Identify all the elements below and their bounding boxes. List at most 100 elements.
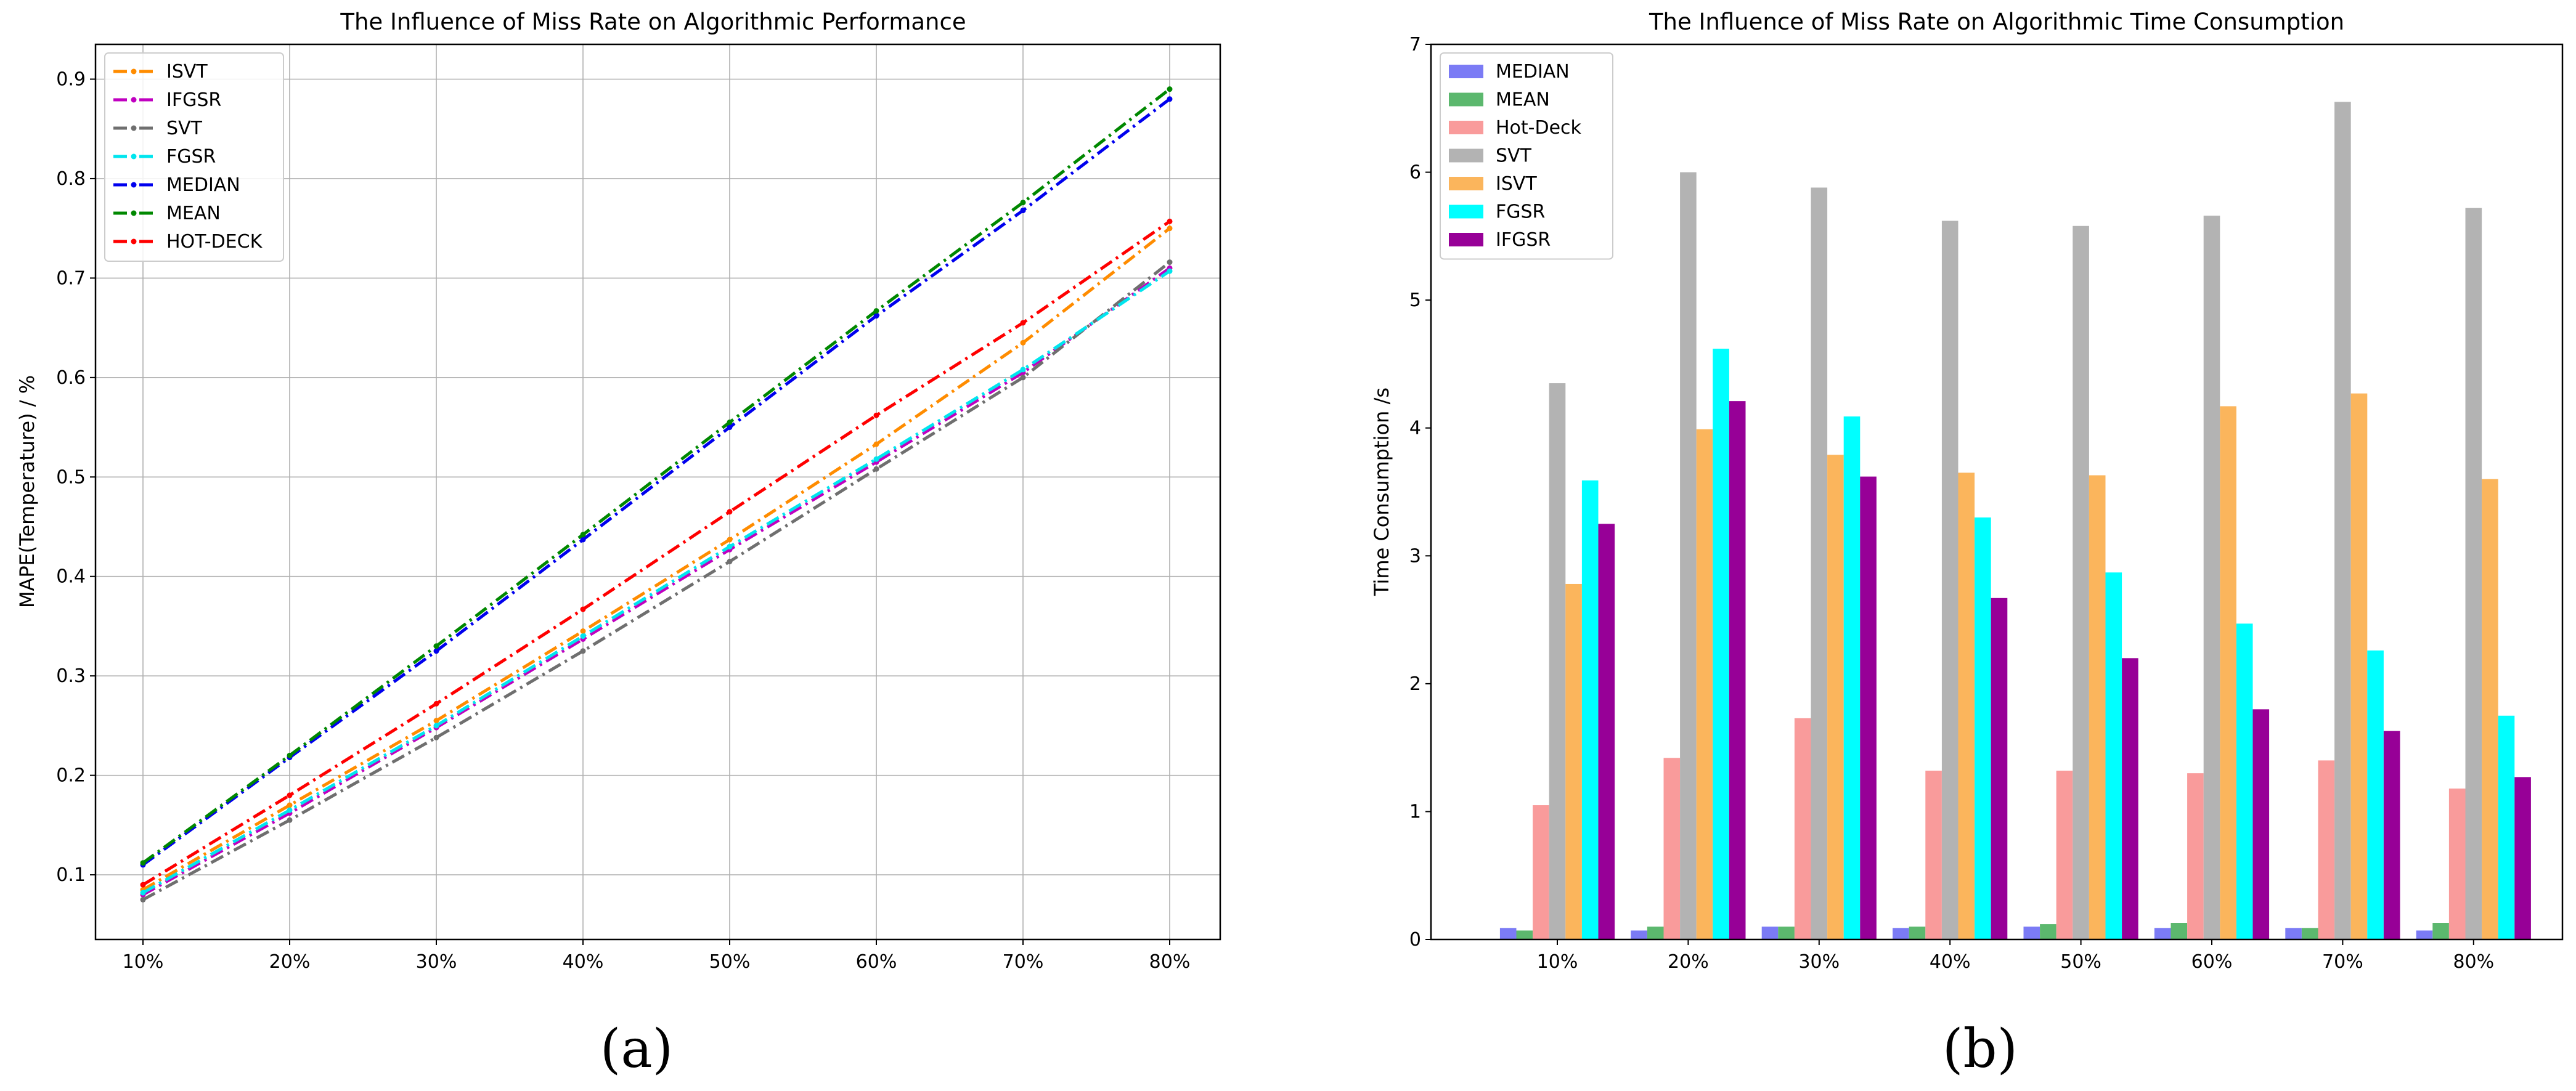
- bar-mean: [2301, 928, 2318, 939]
- x-tick-label: 30%: [1798, 951, 1840, 973]
- bar-isvt: [1696, 429, 1713, 939]
- data-point: [433, 700, 439, 707]
- legend-label: ISVT: [166, 61, 208, 83]
- series-svt: [1549, 102, 2482, 940]
- bar-fgsr: [2105, 572, 2122, 939]
- y-tick-label: 0.3: [56, 665, 86, 687]
- bar-ifgsr: [2252, 709, 2270, 939]
- data-point: [1167, 86, 1173, 92]
- bar-median: [1893, 928, 1909, 939]
- data-point: [727, 424, 733, 431]
- y-tick-label: 0.6: [56, 367, 86, 389]
- x-tick-label: 10%: [123, 951, 164, 973]
- legend-label: SVT: [1496, 145, 1532, 167]
- series-line-svt: [142, 261, 1171, 901]
- bar-svt: [2465, 208, 2482, 940]
- y-tick-label: 0.5: [56, 466, 86, 488]
- data-point: [433, 734, 439, 740]
- legend-marker: [131, 97, 137, 103]
- bar-fgsr: [2367, 650, 2384, 939]
- bar-ifgsr: [1860, 476, 1877, 939]
- legend-label: MEAN: [166, 203, 221, 224]
- bar-chart-y-axis: 0 1 2 3 4 5 6 7: [1409, 34, 1431, 951]
- bar-median: [2023, 927, 2040, 939]
- legend-marker: [131, 153, 137, 160]
- legend-label: SVT: [166, 118, 203, 139]
- bar-isvt: [1827, 455, 1844, 939]
- legend-swatch: [1449, 92, 1483, 107]
- x-tick-label: 80%: [2453, 951, 2494, 973]
- bar-mean: [2432, 923, 2449, 939]
- bar-median: [1761, 927, 1779, 939]
- y-tick-label: 0.8: [56, 168, 86, 190]
- data-point: [433, 643, 439, 649]
- line-chart-legend: ISVT IFGSR SVT FGSR MEDIAN MEAN HOT-DECK: [104, 52, 284, 262]
- data-point: [873, 313, 879, 319]
- legend-marker: [131, 238, 137, 245]
- y-tick-label: 6: [1409, 162, 1421, 184]
- series-fgsr: [140, 268, 1173, 896]
- data-point: [873, 441, 879, 447]
- legend-item-svt: SVT: [1449, 145, 1532, 167]
- bar-median: [2416, 930, 2433, 939]
- data-point: [873, 466, 879, 472]
- bar-fgsr: [1843, 416, 1861, 939]
- bar-mean: [2040, 924, 2056, 939]
- legend-item-hot-deck: Hot-Deck: [1449, 117, 1582, 139]
- x-tick-label: 60%: [856, 951, 897, 973]
- bar-isvt: [2220, 406, 2236, 939]
- legend-box: [104, 52, 284, 262]
- panel-label-a: (a): [600, 1018, 673, 1080]
- legend-item-median: MEDIAN: [113, 174, 240, 196]
- legend-label: FGSR: [166, 146, 216, 168]
- series-svt: [140, 259, 1173, 902]
- series-mean: [1516, 923, 2449, 939]
- data-point: [1020, 375, 1026, 381]
- line-chart-grid: [96, 44, 1220, 939]
- legend-label: IFGSR: [166, 89, 221, 111]
- series-median: [1499, 927, 2433, 939]
- bar-hot-deck: [2056, 771, 2073, 939]
- legend-marker: [131, 68, 137, 75]
- data-point: [287, 752, 293, 758]
- y-tick-label: 5: [1409, 290, 1421, 311]
- data-point: [287, 817, 293, 823]
- bar-isvt: [1565, 583, 1582, 939]
- data-point: [1020, 200, 1026, 206]
- legend-label: ISVT: [1496, 173, 1537, 195]
- legend-item-mean: MEAN: [1449, 89, 1550, 111]
- bar-median: [2154, 928, 2171, 939]
- data-point: [580, 532, 586, 538]
- series-ifgsr: [1598, 401, 2531, 939]
- y-tick-label: 4: [1409, 418, 1421, 439]
- x-tick-label: 80%: [1149, 951, 1191, 973]
- data-point: [873, 412, 879, 418]
- series-line-fgsr: [142, 270, 1171, 894]
- bar-median: [1631, 930, 1647, 939]
- y-tick-label: 0: [1409, 929, 1421, 951]
- data-point: [580, 537, 586, 543]
- bar-chart-title: The Influence of Miss Rate on Algorithmi…: [1649, 9, 2344, 35]
- bar-svt: [2073, 225, 2089, 939]
- y-tick-label: 0.2: [56, 765, 86, 787]
- series-hot-deck: [140, 218, 1173, 888]
- legend-item-isvt: ISVT: [113, 61, 208, 83]
- bar-hot-deck: [1663, 758, 1681, 939]
- bar-mean: [1778, 927, 1795, 939]
- series-line-isvt: [142, 227, 1171, 891]
- bar-hot-deck: [1794, 718, 1811, 939]
- bar-fgsr: [1581, 480, 1599, 939]
- data-point: [1167, 225, 1173, 232]
- bar-fgsr: [2236, 623, 2253, 939]
- legend-item-svt: SVT: [113, 118, 203, 139]
- bar-isvt: [1958, 472, 1975, 939]
- y-tick-label: 0.4: [56, 566, 86, 588]
- data-point: [1167, 218, 1173, 224]
- data-point: [287, 792, 293, 798]
- legend-swatch: [1449, 121, 1483, 134]
- line-chart-panel: The Influence of Miss Rate on Algorithmi…: [15, 9, 1221, 1080]
- bar-mean: [1516, 930, 1533, 939]
- data-point: [433, 718, 439, 724]
- bar-chart-y-label: Time Consumption /s: [1370, 387, 1393, 596]
